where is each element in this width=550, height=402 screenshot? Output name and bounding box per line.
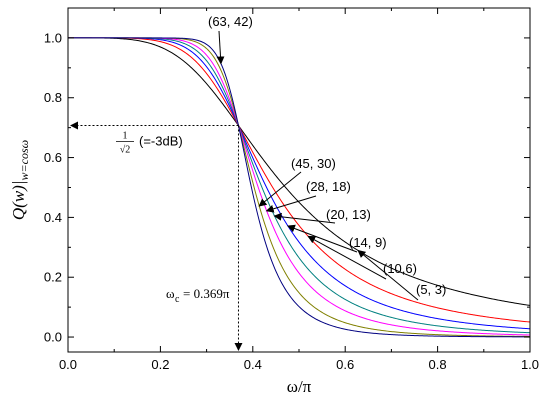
series-label: (28, 18) — [306, 179, 351, 194]
series-line-14-9 — [68, 37, 531, 330]
y-tick-label: 0.8 — [44, 90, 62, 105]
series-label: (45, 30) — [291, 156, 336, 171]
series-line-10-6 — [68, 37, 531, 323]
x-tick-label: 0.6 — [336, 357, 354, 372]
series-line-28-18 — [68, 37, 531, 336]
series-line-5-3 — [68, 37, 531, 306]
series-label-arrow — [273, 212, 336, 224]
series-label-arrow — [216, 30, 225, 65]
annotations-layer: 1 √2 (=-3dB) ω c = 0.369π (63, 42) (45, 30) (28,… — [70, 14, 446, 351]
series-line-20-13 — [68, 37, 531, 334]
series-label: (5, 3) — [416, 282, 446, 297]
y-tick-label: 0.6 — [44, 150, 62, 165]
series-label: (63, 42) — [208, 14, 253, 29]
y-tick-label: 1.0 — [44, 30, 62, 45]
series-label-arrow — [357, 249, 419, 301]
omega-c-subscript: c — [175, 294, 180, 305]
half-power-denominator: √2 — [120, 145, 131, 156]
x-tick-label: 0.8 — [429, 357, 447, 372]
x-tick-label: 0.0 — [59, 357, 77, 372]
series-label: (10,6) — [383, 261, 417, 276]
y-axis-title: Q(w)|w=cosω — [9, 140, 31, 220]
y-axis-title-text: Q(w)|w=cosω — [9, 140, 31, 220]
y-tick-label: 0.0 — [44, 330, 62, 345]
curves-layer — [68, 37, 531, 338]
ticks-layer: 0.0 0.2 0.4 0.6 0.8 1.0 0.0 0.2 0.4 0.6 0.8 1.0 — [44, 8, 539, 372]
x-tick-label: 0.4 — [244, 357, 262, 372]
y-tick-label: 0.4 — [44, 210, 62, 225]
series-line-63-42 — [68, 37, 530, 338]
omega-c-symbol: ω — [166, 286, 175, 301]
x-tick-label: 1.0 — [521, 357, 539, 372]
omega-c-value: = 0.369π — [183, 286, 230, 301]
series-label-arrow — [258, 171, 302, 207]
x-tick-label: 0.2 — [151, 357, 169, 372]
series-label: (20, 13) — [326, 207, 371, 222]
series-label-arrow — [307, 235, 387, 280]
half-power-numerator: 1 — [123, 131, 128, 142]
x-axis-title: ω/π — [287, 377, 312, 396]
half-power-db-label: (=-3dB) — [139, 134, 183, 149]
y-tick-label: 0.2 — [44, 270, 62, 285]
series-label-arrow — [265, 195, 317, 213]
series-label: (14, 9) — [349, 235, 387, 250]
plot-frame — [67, 7, 531, 353]
series-label-arrow — [286, 224, 358, 253]
